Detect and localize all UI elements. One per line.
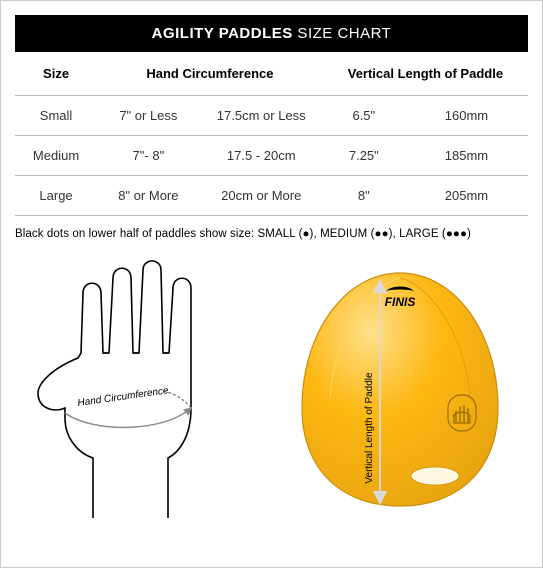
cell-size: Large bbox=[15, 176, 97, 216]
dots-note: Black dots on lower half of paddles show… bbox=[15, 228, 528, 240]
header-size: Size bbox=[15, 52, 97, 96]
hand-illustration: Hand Circumference bbox=[23, 258, 253, 523]
cell-vert-imp: 6.5" bbox=[323, 96, 405, 136]
paddle-illustration: FINIS Vertical Length of Paddle bbox=[280, 258, 520, 523]
cell-vert-imp: 8" bbox=[323, 176, 405, 216]
brand-text: FINIS bbox=[384, 295, 415, 309]
table-row: Medium 7"- 8" 17.5 - 20cm 7.25" 185mm bbox=[15, 136, 528, 176]
hand-circumference-label: Hand Circumference bbox=[77, 385, 170, 409]
cell-circ-met: 20cm or More bbox=[200, 176, 323, 216]
title-bar: AGILITY PADDLES SIZE CHART bbox=[15, 15, 528, 52]
title-thin: SIZE CHART bbox=[293, 25, 392, 42]
title-bold: AGILITY PADDLES bbox=[152, 25, 293, 42]
cell-vert-met: 205mm bbox=[405, 176, 528, 216]
illustrations-row: Hand Circumference bbox=[15, 258, 528, 523]
header-vert: Vertical Length of Paddle bbox=[323, 52, 528, 96]
cell-circ-imp: 7" or Less bbox=[97, 96, 200, 136]
size-chart-container: AGILITY PADDLES SIZE CHART Size Hand Cir… bbox=[0, 0, 543, 568]
cell-circ-imp: 7"- 8" bbox=[97, 136, 200, 176]
cell-size: Small bbox=[15, 96, 97, 136]
cell-vert-imp: 7.25" bbox=[323, 136, 405, 176]
cell-circ-imp: 8" or More bbox=[97, 176, 200, 216]
table-row: Small 7" or Less 17.5cm or Less 6.5" 160… bbox=[15, 96, 528, 136]
table-header-row: Size Hand Circumference Vertical Length … bbox=[15, 52, 528, 96]
cell-circ-met: 17.5 - 20cm bbox=[200, 136, 323, 176]
table-row: Large 8" or More 20cm or More 8" 205mm bbox=[15, 176, 528, 216]
size-table: Size Hand Circumference Vertical Length … bbox=[15, 52, 528, 216]
cell-size: Medium bbox=[15, 136, 97, 176]
cell-circ-met: 17.5cm or Less bbox=[200, 96, 323, 136]
header-circ: Hand Circumference bbox=[97, 52, 323, 96]
paddle-length-label: Vertical Length of Paddle bbox=[364, 372, 375, 484]
cell-vert-met: 185mm bbox=[405, 136, 528, 176]
cell-vert-met: 160mm bbox=[405, 96, 528, 136]
